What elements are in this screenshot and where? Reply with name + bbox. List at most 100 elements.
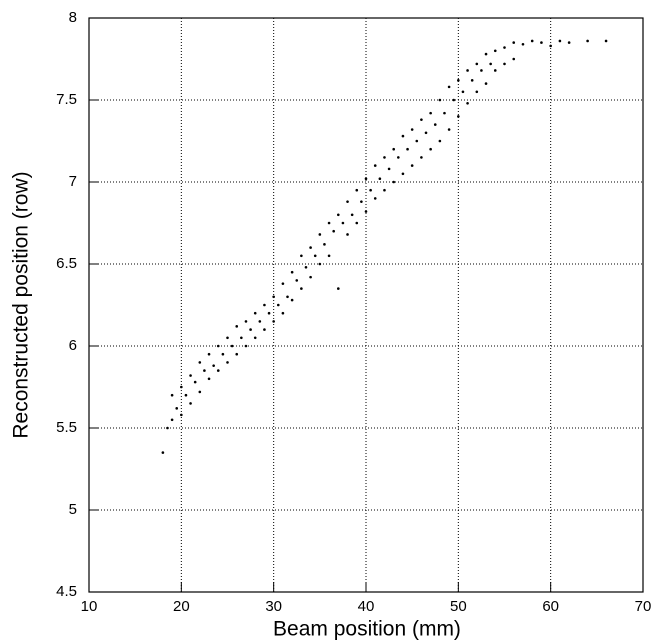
point [433,123,437,126]
point [438,139,442,143]
point [530,39,534,43]
point [406,147,409,151]
point [443,111,446,115]
point [466,69,469,72]
point [452,98,456,102]
point [281,311,285,315]
point [447,128,451,131]
point [244,344,248,348]
point [373,164,377,167]
point [327,254,331,258]
point [586,39,589,43]
point [549,44,552,48]
x-tick-label: 70 [635,598,652,615]
x-tick-label: 40 [358,598,375,615]
point [226,361,229,364]
point [290,298,294,302]
point [475,90,479,94]
point [253,311,257,315]
point [512,41,516,44]
point [276,303,280,307]
point [235,325,239,328]
point [189,374,192,377]
point [355,188,359,192]
point [461,90,465,94]
point [484,52,488,56]
point [401,134,405,138]
point [364,210,368,213]
y-tick-label: 7.5 [56,91,77,108]
point [484,82,488,85]
y-tick-label: 5 [69,501,77,518]
point [170,418,174,422]
point [346,233,349,236]
point [170,393,174,397]
x-tick-label: 20 [173,598,190,615]
point [503,62,506,66]
point [235,352,239,356]
point [512,57,516,61]
point [318,262,322,266]
point [378,177,382,181]
point [240,336,243,340]
y-tick-label: 6 [69,337,77,354]
point [466,101,469,105]
point [332,229,335,233]
x-tick-label: 60 [542,598,559,615]
y-axis-title: Reconstructed position (row) [10,171,33,438]
point [216,344,220,348]
x-tick-label: 30 [265,598,282,615]
x-tick-label: 50 [450,598,467,615]
point [244,320,248,323]
point [249,328,252,331]
point [180,385,183,389]
point [272,320,275,323]
point [475,62,479,66]
point [309,246,312,249]
point [189,402,192,405]
point [207,352,211,356]
x-axis-title: Beam position (mm) [273,618,461,641]
point [166,426,169,430]
point [429,111,432,115]
y-tick-label: 4.5 [56,583,77,600]
point [193,380,197,384]
point [493,69,497,72]
point [415,139,419,143]
point [567,41,571,44]
point [184,393,188,397]
point [300,287,303,290]
point [313,254,317,258]
point [369,188,372,192]
point [253,336,257,340]
y-tick-label: 8 [69,9,77,26]
point [392,180,396,184]
point [383,188,386,192]
point [503,46,506,49]
point [558,39,562,43]
point [175,407,179,410]
point [180,413,183,417]
point [304,265,308,269]
point [212,364,215,367]
point [355,221,359,225]
point [410,164,414,167]
point [604,39,608,43]
point [397,156,400,159]
point [295,279,299,282]
y-tick-label: 7 [69,173,77,190]
point [360,200,363,203]
point [263,303,266,307]
point [373,197,377,200]
point [387,167,391,171]
point [327,221,331,225]
point [221,352,225,356]
point [429,147,432,151]
point [267,311,271,315]
point [457,79,460,82]
point [286,295,289,299]
y-tick-label: 5.5 [56,419,77,436]
point [161,451,165,454]
point [203,369,206,372]
